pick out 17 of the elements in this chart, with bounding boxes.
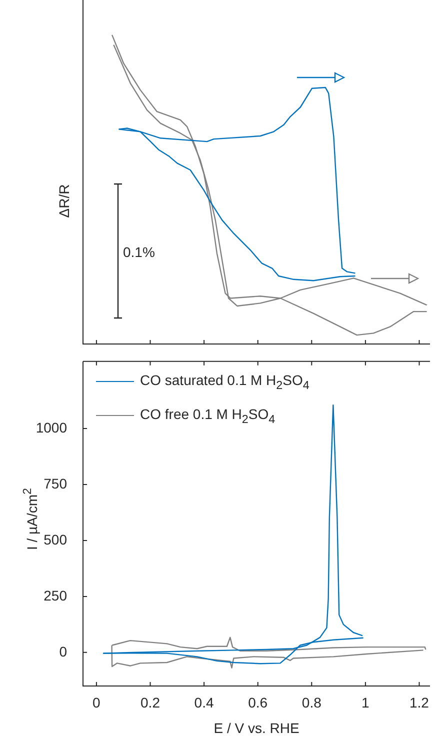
x-tick-label: 0.4 [194,694,214,710]
x-tick-label: 0 [92,694,101,710]
y-tick-label: 0 [59,643,68,660]
y-axis-title: ΔR/R [56,184,72,218]
y-tick-label: 1000 [36,419,68,436]
x-axis-title: E / V vs. RHE [214,720,300,736]
y-tick-label: 750 [44,475,68,492]
x-tick-label: 0.2 [140,694,160,710]
x-tick-label: 0.8 [302,694,322,710]
legend-label: CO free 0.1 M H$_{2}$SO$_{4}$ [140,406,276,426]
y-tick-label: 500 [44,531,68,548]
x-tick-label: 0.6 [248,694,268,710]
annotation: 0.1% [123,244,155,260]
legend-label: CO saturated 0.1 M H$_{2}$SO$_{4}$ [140,372,310,392]
x-tick-label: 1 [362,694,370,710]
y-tick-label: 250 [44,587,68,604]
x-tick-label: 1.2 [410,694,430,710]
